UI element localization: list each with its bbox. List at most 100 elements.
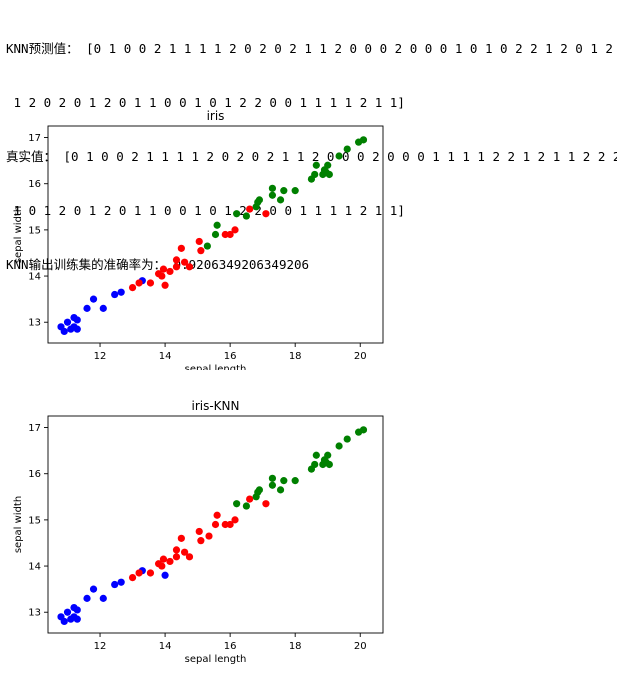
scatter-point (166, 557, 174, 566)
scatter-point (312, 161, 320, 169)
x-tick-label: 12 (94, 641, 107, 652)
scatter-point (128, 573, 137, 582)
y-tick-label: 17 (28, 423, 41, 434)
scatter-point (172, 553, 181, 561)
scatter-point (166, 267, 174, 276)
y-tick-label: 16 (28, 469, 41, 480)
scatter-point (231, 226, 239, 234)
chart-title: iris-KNN (191, 399, 239, 413)
scatter-point (213, 221, 221, 229)
y-tick-label: 13 (28, 318, 41, 329)
scatter-point (63, 608, 72, 616)
scatter-point (262, 500, 270, 508)
scatter-point (213, 511, 221, 519)
scatter-point (172, 256, 181, 264)
x-axis-label: sepal length (185, 364, 247, 370)
scatter-point (226, 230, 234, 239)
scatter-point (99, 304, 107, 312)
scatter-point (111, 290, 119, 299)
scatter-point (335, 442, 343, 450)
scatter-point (268, 481, 277, 489)
scatter-point (60, 617, 68, 626)
scatter-point (73, 325, 81, 333)
x-tick-label: 20 (354, 351, 367, 362)
scatter-point (343, 145, 351, 153)
scatter-point (335, 152, 343, 160)
scatter-point (324, 451, 332, 459)
scatter-point (311, 460, 319, 469)
scatter-point (359, 426, 368, 434)
scatter-series (203, 136, 368, 250)
chart-title: iris (207, 109, 225, 123)
scatter-point (181, 258, 189, 266)
scatter-point (276, 196, 285, 204)
plot-frame (47, 125, 384, 344)
scatter-series (233, 426, 368, 510)
x-tick-label: 12 (94, 351, 107, 362)
scatter-point (117, 288, 125, 296)
accuracy-line: KNN输出训练集的准确率为： 0.9206349206349206 (6, 257, 310, 272)
x-tick-label: 18 (289, 641, 302, 652)
scatter-point (159, 265, 168, 273)
scatter-point (135, 279, 143, 287)
true-values-line-2: 1 0 1 2 0 1 2 0 1 1 0 0 1 0 1 2 2 0 0 1 … (6, 203, 405, 218)
scatter-point (255, 486, 264, 494)
scatter-point (324, 161, 332, 169)
y-tick-label: 15 (28, 515, 41, 526)
x-tick-label: 16 (224, 351, 237, 362)
scatter-point (233, 500, 241, 508)
scatter-point (197, 537, 205, 545)
y-tick-label: 15 (28, 225, 41, 236)
scatter-series (128, 205, 270, 292)
scatter-point (268, 191, 277, 199)
scatter-point (111, 580, 119, 589)
x-tick-label: 14 (159, 351, 172, 362)
scatter-point (226, 520, 234, 529)
iris-scatter-chart: iris 12 14 16 18 20 13 14 15 16 17 sepal length sepa… (13, 109, 384, 370)
scatter-point (63, 318, 72, 326)
scatter-point (172, 263, 181, 271)
scatter-series (57, 277, 146, 336)
scatter-point (73, 615, 81, 623)
scatter-point (195, 237, 203, 246)
scatter-point (197, 247, 205, 255)
scatter-point (268, 184, 277, 192)
scatter-point (233, 210, 241, 218)
prediction-line-1: KNN预测值： [0 1 0 0 2 1 1 1 1 2 0 2 0 2 1 1… (6, 41, 617, 56)
scatter-series (128, 495, 270, 582)
scatter-point (177, 534, 185, 542)
scatter-point (146, 279, 155, 287)
scatter-point (276, 486, 285, 494)
scatter-point (246, 205, 254, 213)
scatter-point (280, 477, 288, 485)
scatter-point (203, 242, 211, 250)
scatter-point (255, 196, 264, 204)
scatter-point (73, 316, 81, 324)
y-axis-label: sepal width (13, 206, 24, 263)
scatter-point (181, 548, 189, 556)
scatter-point (195, 527, 203, 536)
scatter-point (73, 606, 81, 614)
scatter-series (57, 567, 169, 626)
scatter-point (135, 569, 143, 577)
scatter-point (83, 594, 91, 602)
scatter-point (159, 555, 168, 563)
scatter-point (343, 435, 351, 443)
scatter-point (177, 244, 185, 252)
scatter-point (325, 170, 333, 179)
scatter-point (242, 212, 250, 220)
y-axis-label: sepal width (13, 496, 24, 553)
plot-frame (47, 415, 384, 634)
console-output: KNN预测值： [0 1 0 0 2 1 1 1 1 2 0 2 0 2 1 1… (6, 4, 617, 292)
scatter-point (262, 210, 270, 218)
scatter-point (242, 502, 250, 510)
scatter-point (231, 516, 239, 524)
scatter-point (246, 495, 254, 503)
y-tick-label: 14 (28, 562, 41, 573)
scatter-point (312, 451, 320, 459)
scatter-point (185, 263, 194, 271)
scatter-point (83, 304, 91, 312)
scatter-point (291, 187, 299, 195)
scatter-point (117, 578, 125, 586)
x-tick-label: 18 (289, 351, 302, 362)
